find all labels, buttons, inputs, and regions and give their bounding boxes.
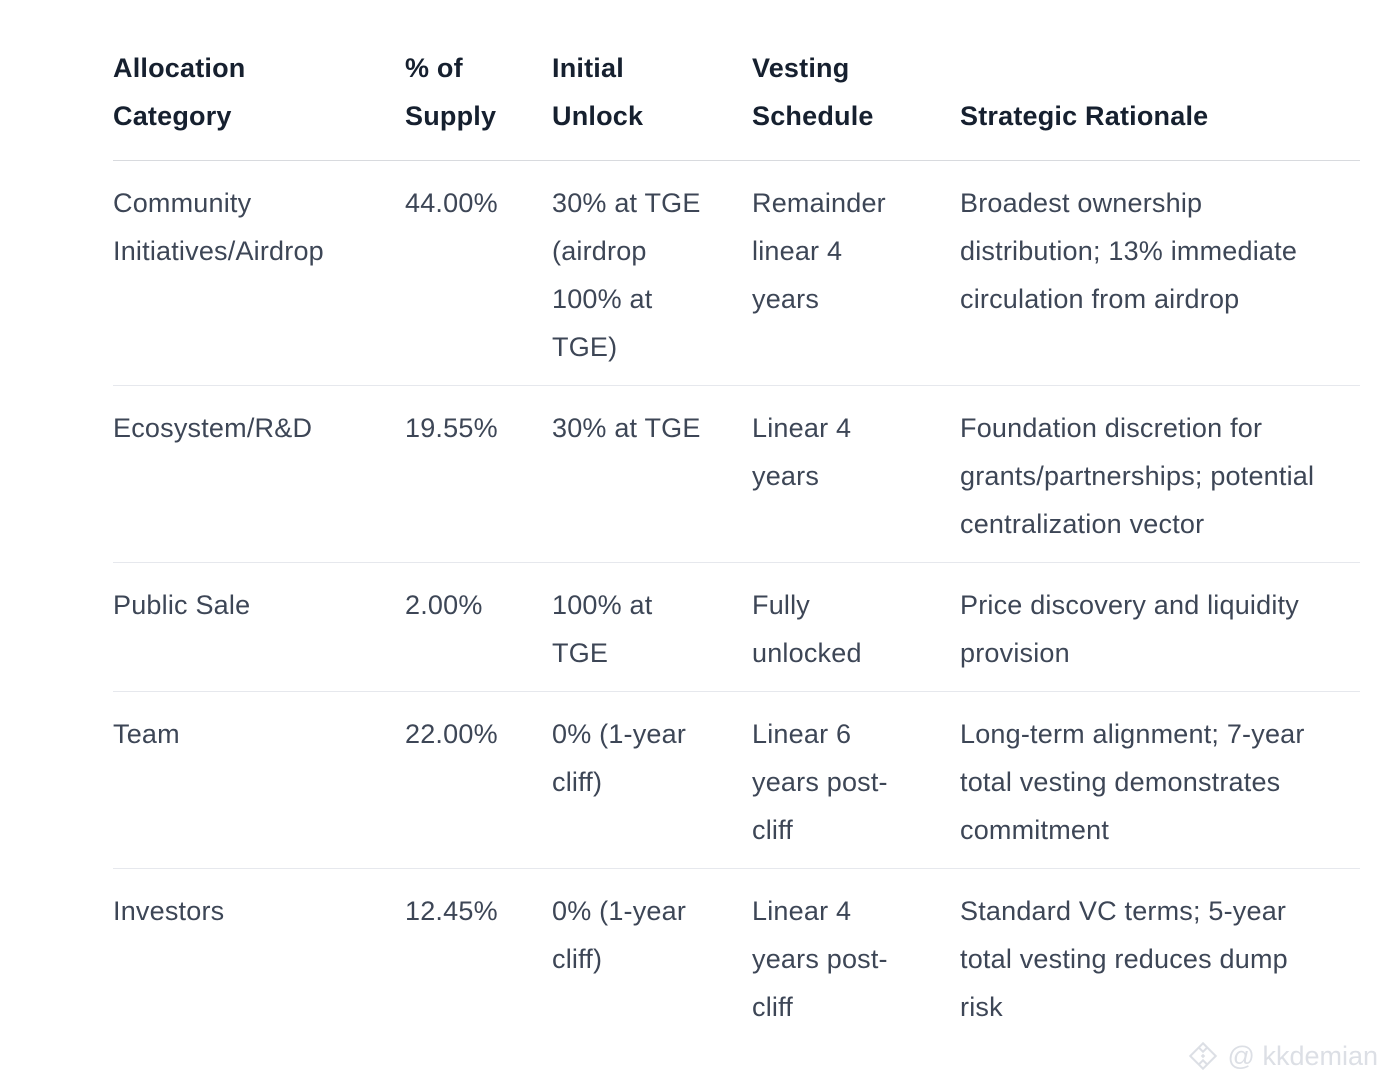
cell-category: Team bbox=[113, 691, 405, 869]
column-header-initial-unlock: Initial Unlock bbox=[552, 44, 752, 161]
cell-category: Public Sale bbox=[113, 562, 405, 692]
watermark-handle: @ kkdemian bbox=[1227, 1041, 1378, 1071]
table-row: Investors 12.45% 0% (1-year cliff) Linea… bbox=[113, 869, 1360, 1046]
tokenomics-table: Allocation Category % of Supply Initial … bbox=[113, 44, 1360, 1045]
cell-initial-unlock: 0% (1-year cliff) bbox=[552, 691, 752, 869]
cell-strategic-rationale: Broadest ownership distribution; 13% imm… bbox=[960, 160, 1360, 386]
cell-strategic-rationale: Foundation discretion for grants/partner… bbox=[960, 385, 1360, 563]
table-header: Allocation Category % of Supply Initial … bbox=[113, 44, 1360, 161]
cell-category: Investors bbox=[113, 896, 225, 926]
table-row: Team 22.00% 0% (1-year cliff) Linear 6 y… bbox=[113, 691, 1360, 869]
tokenomics-table-container: Allocation Category % of Supply Initial … bbox=[113, 44, 1360, 1045]
table-row: Public Sale 2.00% 100% at TGE Fully unlo… bbox=[113, 562, 1360, 692]
cell-strategic-rationale: Standard VC terms; 5-year total vesting … bbox=[960, 896, 1288, 1022]
cell-supply-percent: 19.55% bbox=[405, 385, 552, 563]
cell-supply-percent: 2.00% bbox=[405, 562, 552, 692]
table-row: Ecosystem/R&D 19.55% 30% at TGE Linear 4… bbox=[113, 385, 1360, 563]
cell-vesting-schedule: Linear 4 years post- cliff bbox=[752, 896, 888, 1022]
cell-supply-percent: 12.45% bbox=[405, 896, 498, 926]
watermark: @ kkdemian bbox=[1186, 1036, 1378, 1076]
cell-initial-unlock: 0% (1-year cliff) bbox=[552, 896, 687, 974]
cell-category: Ecosystem/R&D bbox=[113, 385, 405, 563]
cell-vesting-schedule: Remainder linear 4 years bbox=[752, 160, 960, 386]
cell-category: Community Initiatives/Airdrop bbox=[113, 160, 405, 386]
table-body: Community Initiatives/Airdrop 44.00% 30%… bbox=[113, 160, 1360, 1046]
column-header-strategic-rationale: Strategic Rationale bbox=[960, 44, 1360, 161]
column-header-vesting-schedule: Vesting Schedule bbox=[752, 44, 960, 161]
cell-supply-percent: 44.00% bbox=[405, 160, 552, 386]
header-row: Allocation Category % of Supply Initial … bbox=[113, 44, 1360, 161]
cell-strategic-rationale: Long-term alignment; 7-year total vestin… bbox=[960, 691, 1360, 869]
column-header-allocation-category: Allocation Category bbox=[113, 44, 405, 161]
cell-strategic-rationale: Price discovery and liquidity provision bbox=[960, 562, 1360, 692]
column-header-percent-of-supply: % of Supply bbox=[405, 44, 552, 161]
cell-initial-unlock: 30% at TGE (airdrop 100% at TGE) bbox=[552, 160, 752, 386]
binance-diamond-icon bbox=[1186, 1039, 1220, 1073]
cell-initial-unlock: 100% at TGE bbox=[552, 562, 752, 692]
cell-vesting-schedule: Fully unlocked bbox=[752, 562, 960, 692]
cell-initial-unlock: 30% at TGE bbox=[552, 385, 752, 563]
cell-supply-percent: 22.00% bbox=[405, 691, 552, 869]
table-row: Community Initiatives/Airdrop 44.00% 30%… bbox=[113, 160, 1360, 386]
cell-vesting-schedule: Linear 6 years post- cliff bbox=[752, 691, 960, 869]
cell-vesting-schedule: Linear 4 years bbox=[752, 385, 960, 563]
